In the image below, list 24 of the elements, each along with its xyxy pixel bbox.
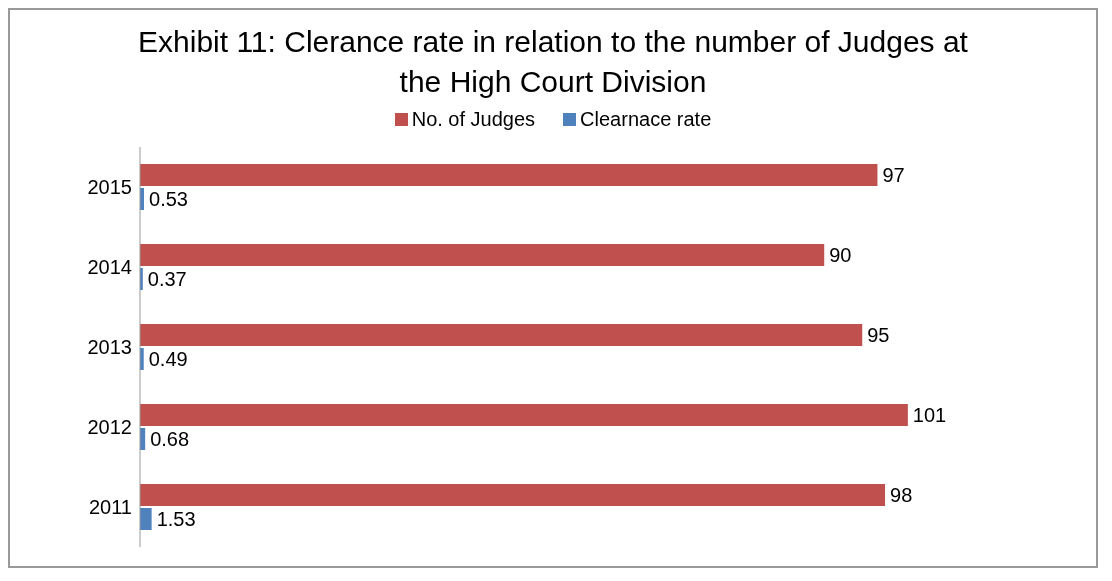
data-label: 0.49	[148, 348, 188, 371]
data-label: 90	[829, 244, 852, 267]
data-label: 101	[912, 404, 947, 427]
data-label: 95	[867, 324, 890, 347]
chart-title: Exhibit 11: Clerance rate in relation to the number of Judges at the High Court Division	[137, 24, 969, 100]
data-label: 0.68	[150, 428, 190, 451]
y-tick-label: 2015	[87, 176, 132, 199]
data-label: 0.37	[147, 268, 187, 291]
y-tick-label: 2013	[87, 336, 132, 359]
data-label: 0.53	[149, 188, 188, 211]
y-tick-label: 2012	[87, 416, 132, 439]
data-label: 98	[890, 484, 913, 507]
bar	[140, 484, 886, 506]
y-tick-label: 2014	[87, 256, 132, 279]
legend-label: Clearnace rate	[579, 108, 712, 131]
data-label: 1.53	[156, 508, 196, 531]
legend-label: No. of Judges	[410, 108, 536, 131]
bar	[140, 324, 863, 346]
bar	[140, 404, 908, 426]
data-label: 97	[882, 164, 905, 187]
y-tick-label: 2011	[88, 496, 132, 519]
bar	[140, 164, 878, 186]
bar	[140, 508, 152, 530]
bar	[140, 244, 825, 266]
